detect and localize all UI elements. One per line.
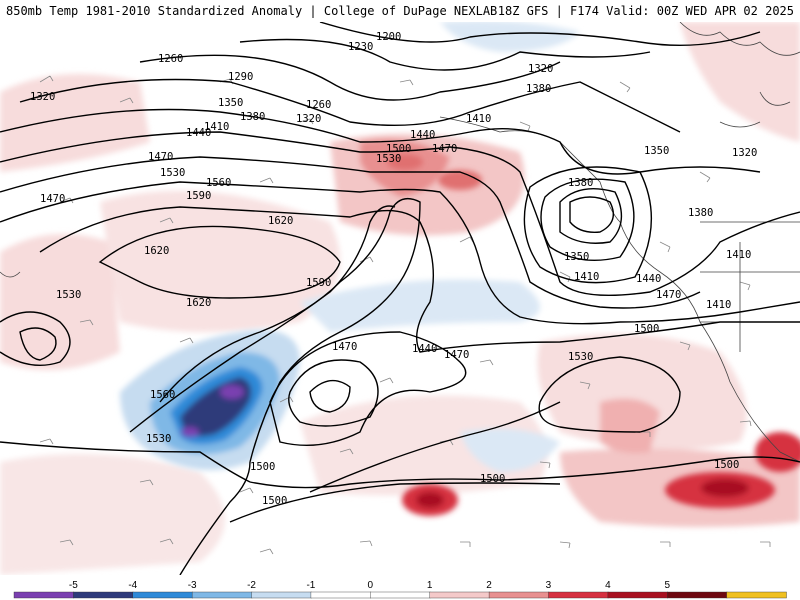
contour-label: 1260 <box>306 99 331 111</box>
colorbar-swatch <box>370 591 431 599</box>
anomaly-shading-strong <box>387 154 800 516</box>
colorbar-tick-label: 4 <box>605 580 611 591</box>
colorbar-swatch <box>251 591 312 599</box>
colorbar-tick-label: -4 <box>128 580 137 591</box>
contour-label: 1500 <box>480 473 505 485</box>
colorbar-tick-label: 2 <box>486 580 492 591</box>
colorbar-swatch <box>667 591 728 599</box>
contour-labels: 1200 1230 1260 1290 1320 1350 1380 1410 … <box>30 31 757 507</box>
colorbar-swatch <box>726 591 787 599</box>
contour-label: 1470 <box>656 289 681 301</box>
colorbar-swatch <box>607 591 668 599</box>
contour-label: 1470 <box>40 193 65 205</box>
contour-label: 1620 <box>186 297 211 309</box>
contour-label: 1440 <box>186 127 211 139</box>
contour-label: 1500 <box>262 495 287 507</box>
contour-label: 1380 <box>240 111 265 123</box>
contour-label: 1380 <box>688 207 713 219</box>
contour-label: 1410 <box>706 299 731 311</box>
colorbar-tick-label: 3 <box>546 580 552 591</box>
contour-label: 1470 <box>444 349 469 361</box>
contour-label: 1200 <box>376 31 401 43</box>
colorbar-swatch <box>548 591 609 599</box>
contour-label: 1560 <box>206 177 231 189</box>
contour-label: 1410 <box>466 113 491 125</box>
contour-label: 1530 <box>56 289 81 301</box>
contour-label: 1440 <box>410 129 435 141</box>
contour-label: 1320 <box>30 91 55 103</box>
anomaly-map: 1200 1230 1260 1290 1320 1350 1380 1410 … <box>0 22 800 575</box>
colorbar-swatches <box>13 591 787 599</box>
anomaly-colorbar: -5 -4 -3 -2 -1 0 1 2 3 4 5 <box>0 575 800 600</box>
contour-label: 1470 <box>332 341 357 353</box>
contour-label: 1350 <box>218 97 243 109</box>
contour-label: 1590 <box>306 277 331 289</box>
contour-label: 1410 <box>574 271 599 283</box>
contour-label: 1350 <box>644 145 669 157</box>
anomaly-shading <box>0 22 800 575</box>
contour-label: 1560 <box>150 389 175 401</box>
contour-label: 1380 <box>526 83 551 95</box>
contour-label: 1440 <box>412 343 437 355</box>
colorbar-tick-labels: -5 -4 -3 -2 -1 0 1 2 3 4 5 <box>69 580 671 591</box>
contour-label: 1440 <box>636 273 661 285</box>
colorbar-swatch <box>132 591 193 599</box>
colorbar-swatch <box>73 591 134 599</box>
contour-label: 1500 <box>386 143 411 155</box>
contour-label: 1500 <box>714 459 739 471</box>
contour-label: 1530 <box>568 351 593 363</box>
colorbar-tick-label: 1 <box>427 580 433 591</box>
contour-label: 1410 <box>726 249 751 261</box>
contour-label: 1320 <box>528 63 553 75</box>
contour-label: 1320 <box>732 147 757 159</box>
colorbar-swatch <box>488 591 550 599</box>
colorbar-tick-label: -5 <box>69 580 78 591</box>
coastlines <box>0 22 800 463</box>
contour-label: 1290 <box>228 71 253 83</box>
colorbar-swatch <box>13 591 75 599</box>
product-title: 850mb Temp 1981-2010 Standardized Anomal… <box>6 4 498 18</box>
contour-label: 1470 <box>432 143 457 155</box>
contour-label: 1230 <box>348 41 373 53</box>
colorbar-tick-label: 5 <box>664 580 670 591</box>
contour-label: 1410 <box>204 121 229 133</box>
contour-label: 1380 <box>568 177 593 189</box>
colorbar-tick-label: -2 <box>247 580 256 591</box>
contour-label: 1530 <box>146 433 171 445</box>
contour-label: 1260 <box>158 53 183 65</box>
contour-label: 1590 <box>186 190 211 202</box>
contour-label: 1620 <box>144 245 169 257</box>
contour-label: 1620 <box>268 215 293 227</box>
contour-label: 1530 <box>160 167 185 179</box>
contour-label: 1530 <box>376 153 401 165</box>
contour-label: 1500 <box>634 323 659 335</box>
contour-label: 1500 <box>250 461 275 473</box>
colorbar-swatch <box>429 591 490 599</box>
valid-time-title: 18Z GFS | F174 Valid: 00Z WED APR 02 202… <box>497 4 794 18</box>
contour-label: 1350 <box>564 251 589 263</box>
contour-label: 1320 <box>296 113 321 125</box>
colorbar-tick-label: -1 <box>306 580 315 591</box>
height-contours <box>0 22 800 575</box>
contour-label: 1470 <box>148 151 173 163</box>
figure-header: 850mb Temp 1981-2010 Standardized Anomal… <box>0 0 800 22</box>
colorbar-tick-label: 0 <box>368 580 374 591</box>
colorbar-swatch <box>310 591 372 599</box>
colorbar-swatch <box>191 591 253 599</box>
colorbar-tick-label: -3 <box>188 580 197 591</box>
